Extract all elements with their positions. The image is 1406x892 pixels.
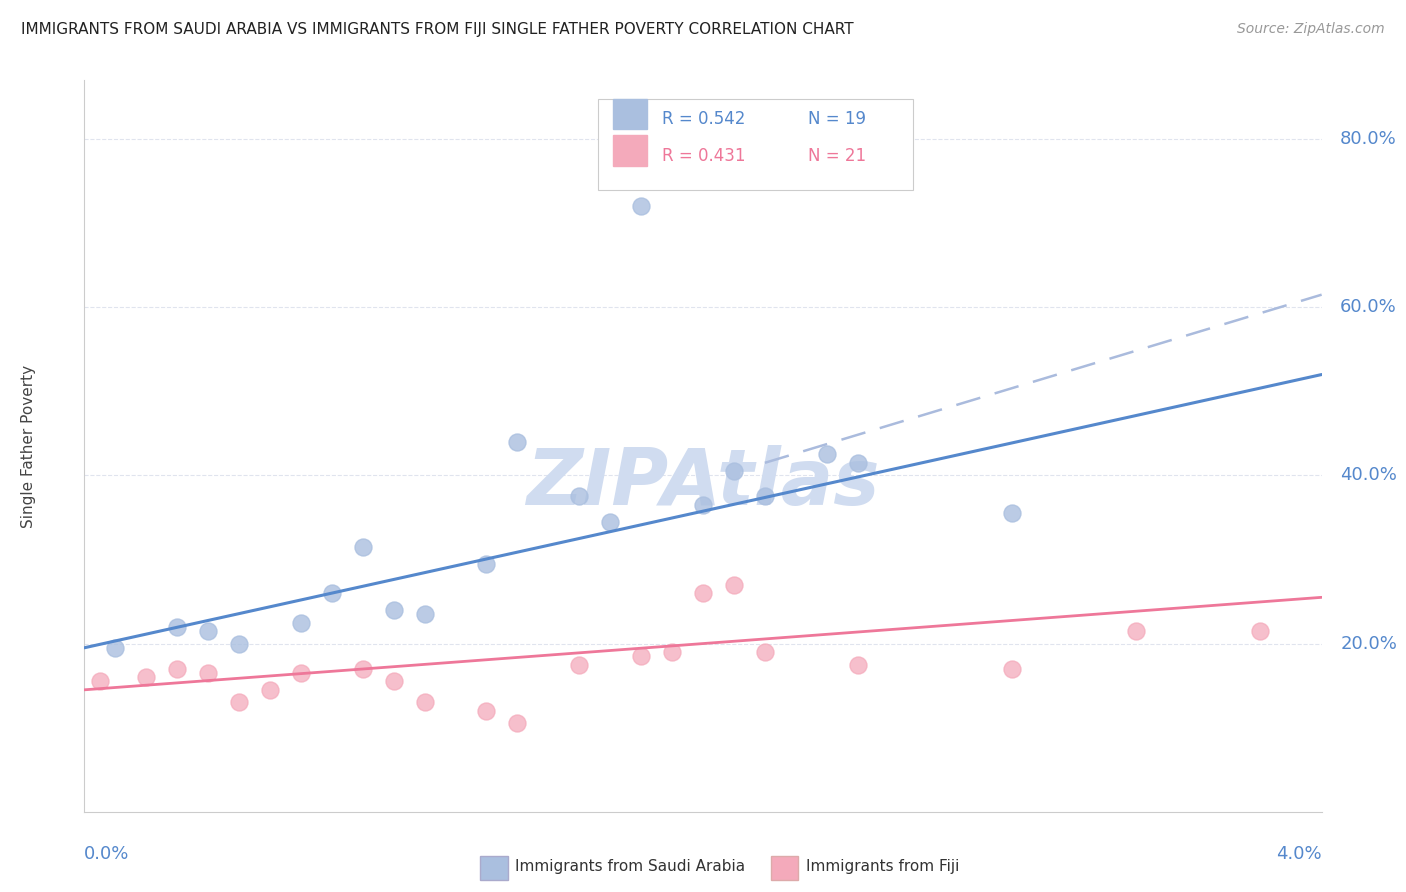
Point (197, 665, 219, 680)
Point (228, 695, 250, 709)
Point (89, 674, 111, 689)
Text: R = 0.431: R = 0.431 (662, 146, 745, 165)
Point (506, 434, 529, 449)
Point (692, 586, 714, 600)
Text: IMMIGRANTS FROM SAUDI ARABIA VS IMMIGRANTS FROM FIJI SINGLE FATHER POVERTY CORRE: IMMIGRANTS FROM SAUDI ARABIA VS IMMIGRAN… (21, 22, 853, 37)
Text: N = 19: N = 19 (808, 110, 866, 128)
Point (815, 447, 838, 461)
Text: 0.0%: 0.0% (84, 845, 129, 863)
FancyBboxPatch shape (770, 856, 799, 880)
Point (1249, 624, 1271, 638)
Point (846, 657, 869, 672)
Text: 4.0%: 4.0% (1277, 845, 1322, 863)
Text: 80.0%: 80.0% (1340, 130, 1398, 148)
Point (1001, 506, 1024, 520)
Point (1125, 624, 1147, 638)
Point (413, 607, 436, 622)
Point (754, 490, 776, 504)
Point (104, 640, 127, 655)
Text: Immigrants from Saudi Arabia: Immigrants from Saudi Arabia (515, 859, 745, 874)
FancyBboxPatch shape (598, 99, 914, 190)
Point (568, 657, 591, 672)
Text: 60.0%: 60.0% (1340, 298, 1398, 317)
Point (382, 603, 405, 617)
Point (723, 464, 745, 478)
Point (754, 645, 776, 659)
Point (290, 615, 312, 630)
Point (352, 540, 374, 554)
Point (723, 578, 745, 592)
Point (413, 695, 436, 709)
Point (166, 662, 188, 676)
Point (228, 636, 250, 650)
Point (321, 586, 343, 600)
Point (166, 620, 188, 634)
Text: 20.0%: 20.0% (1340, 634, 1398, 653)
Point (352, 662, 374, 676)
Point (661, 645, 683, 659)
Point (568, 490, 591, 504)
Point (846, 456, 869, 470)
Point (599, 515, 621, 529)
Text: ZIPAtlas: ZIPAtlas (526, 444, 880, 521)
FancyBboxPatch shape (613, 136, 647, 166)
FancyBboxPatch shape (613, 99, 647, 129)
Text: Immigrants from Fiji: Immigrants from Fiji (806, 859, 959, 874)
Point (630, 199, 652, 213)
Point (630, 649, 652, 664)
Text: R = 0.542: R = 0.542 (662, 110, 745, 128)
Point (290, 665, 312, 680)
FancyBboxPatch shape (481, 856, 508, 880)
Point (506, 716, 529, 731)
Text: 40.0%: 40.0% (1340, 467, 1398, 484)
Point (1001, 662, 1024, 676)
Point (475, 704, 498, 718)
Text: Source: ZipAtlas.com: Source: ZipAtlas.com (1237, 22, 1385, 37)
Point (197, 624, 219, 638)
Text: N = 21: N = 21 (808, 146, 866, 165)
Text: Single Father Poverty: Single Father Poverty (21, 365, 37, 527)
Point (259, 682, 281, 697)
Point (692, 498, 714, 512)
Point (382, 674, 405, 689)
Point (135, 670, 157, 684)
Point (475, 557, 498, 571)
